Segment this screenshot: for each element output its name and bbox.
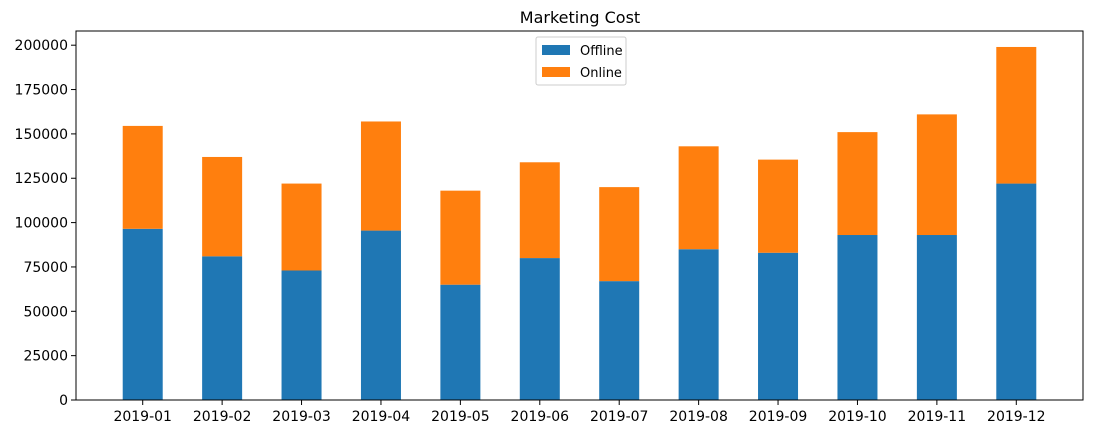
x-tick-label: 2019-03 [272, 409, 331, 425]
bar-offline-2019-07 [599, 281, 640, 400]
x-tick-label: 2019-09 [749, 409, 808, 425]
axes-layer: 0 25000 50000 75000 100000 125000 150000 175000… [15, 30, 1084, 425]
bar-online-2019-12 [996, 46, 1037, 184]
x-tick-label: 2019-05 [431, 409, 490, 425]
x-tick-label: 2019-02 [193, 409, 252, 425]
bar-offline-2019-09 [758, 252, 799, 400]
bar-online-2019-11 [916, 114, 957, 236]
legend-label-offline: Offline [580, 44, 623, 59]
bar-online-2019-09 [758, 159, 799, 253]
legend-swatch-online [542, 67, 570, 77]
bar-online-2019-01 [122, 125, 163, 229]
x-tick-label: 2019-07 [590, 409, 649, 425]
y-tick-label: 200000 [15, 38, 68, 54]
y-tick-label: 150000 [15, 127, 68, 143]
bar-online-2019-08 [678, 146, 719, 250]
y-tick-label: 100000 [15, 216, 68, 232]
legend-label-online: Online [580, 66, 622, 81]
x-tick-label: 2019-12 [987, 409, 1046, 425]
y-tick-label: 125000 [15, 171, 68, 187]
bar-offline-2019-05 [440, 284, 481, 400]
bars-layer [122, 46, 1037, 400]
y-tick-label: 50000 [23, 304, 68, 320]
bar-online-2019-03 [281, 183, 322, 271]
y-tick-label: 75000 [23, 260, 68, 276]
bar-online-2019-07 [599, 187, 640, 282]
x-tick-label: 2019-06 [511, 409, 570, 425]
y-tick-label: 25000 [23, 349, 68, 365]
bar-offline-2019-04 [360, 230, 401, 400]
bar-offline-2019-12 [996, 183, 1037, 400]
bar-online-2019-10 [837, 132, 878, 236]
chart-title: Marketing Cost [520, 8, 640, 27]
bar-online-2019-02 [202, 156, 243, 257]
legend: Offline Online [535, 36, 627, 86]
bar-offline-2019-01 [122, 228, 163, 400]
bar-online-2019-06 [519, 162, 560, 259]
bar-online-2019-05 [440, 190, 481, 285]
bar-offline-2019-06 [519, 258, 560, 400]
x-tick-label: 2019-08 [669, 409, 728, 425]
y-tick-label: 0 [59, 393, 68, 409]
x-tick-label: 2019-04 [352, 409, 411, 425]
x-tick-label: 2019-11 [908, 409, 967, 425]
bar-offline-2019-02 [202, 256, 243, 400]
bar-online-2019-04 [360, 121, 401, 231]
plot-frame [75, 30, 1084, 401]
bar-offline-2019-10 [837, 235, 878, 400]
legend-swatch-offline [542, 45, 570, 55]
bar-offline-2019-08 [678, 249, 719, 400]
y-tick-label: 175000 [15, 83, 68, 99]
bar-offline-2019-11 [916, 235, 957, 400]
bar-offline-2019-03 [281, 270, 322, 400]
x-tick-label: 2019-01 [113, 409, 172, 425]
x-tick-label: 2019-10 [828, 409, 887, 425]
